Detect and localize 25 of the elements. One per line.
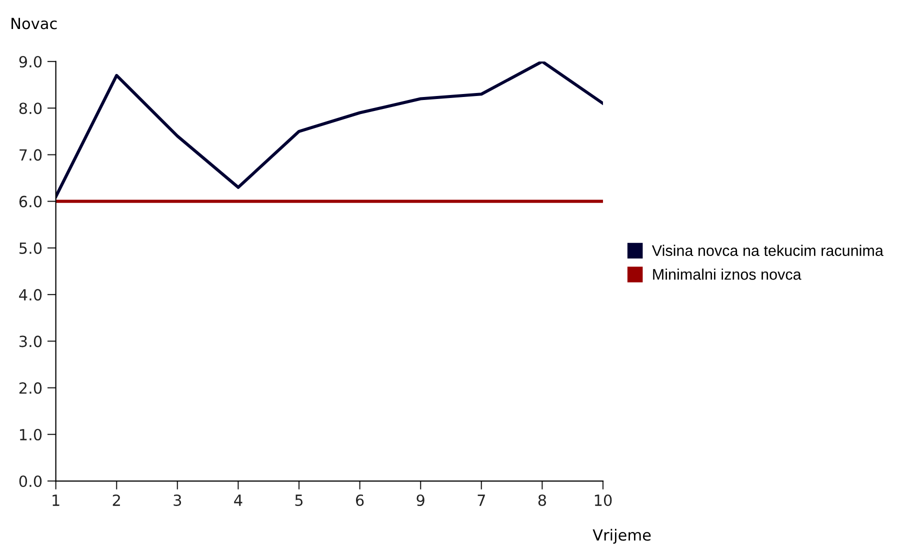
y-tick-label: 3.0 [19, 336, 42, 348]
legend-label: Minimalni iznos novca [653, 268, 802, 280]
x-tick-label: 6 [356, 494, 364, 506]
x-tick-label: 3 [174, 494, 182, 506]
y-tick-label: 9.0 [19, 56, 42, 68]
y-tick-label: 8.0 [19, 102, 42, 114]
x-tick-label: 10 [594, 494, 612, 506]
x-tick-label: 7 [478, 494, 485, 506]
y-tick-label: 6.0 [19, 196, 42, 208]
x-tick-label: 8 [538, 494, 546, 506]
x-tick-label: 9 [416, 494, 424, 506]
y-axis-title: Novac [12, 18, 57, 30]
y-tick-label: 7.0 [20, 149, 42, 161]
x-axis-title: Vrijeme [592, 528, 651, 544]
x-tick-label: 5 [295, 494, 303, 506]
x-tick-label: 2 [112, 494, 120, 506]
x-tick-label: 1 [52, 494, 60, 506]
y-tick-label: 1.0 [20, 428, 42, 440]
y-tick-label: 4.0 [19, 289, 42, 301]
line-series [56, 61, 603, 198]
y-tick-label: 5.0 [20, 242, 42, 254]
y-tick-label: 0.0 [19, 475, 42, 488]
legend-label: Visina novca na tekucim racunima [652, 244, 884, 256]
x-tick-label: 4 [234, 494, 242, 506]
y-tick-label: 2.0 [19, 382, 42, 394]
